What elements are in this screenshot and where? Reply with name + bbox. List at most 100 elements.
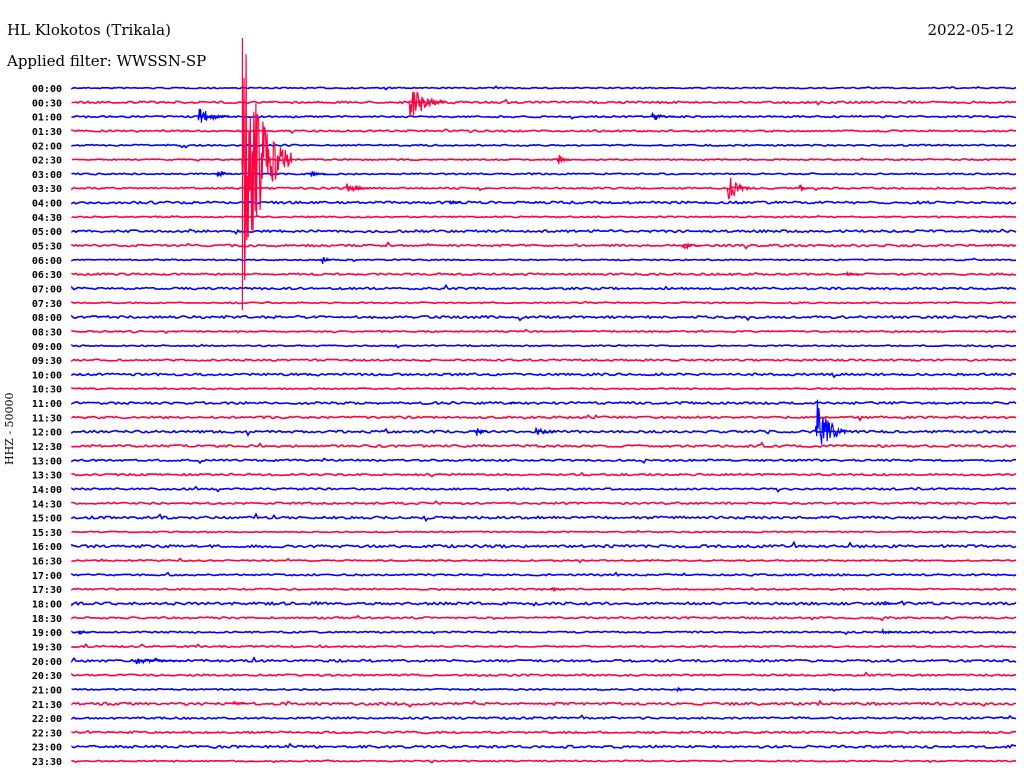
seismic-event bbox=[675, 686, 689, 693]
trace-row bbox=[71, 714, 1017, 721]
trace-row bbox=[71, 128, 1017, 135]
row-time-label: 23:00 bbox=[32, 743, 62, 754]
row-time-label: 18:00 bbox=[32, 600, 62, 611]
seismic-event bbox=[814, 399, 846, 445]
trace-row bbox=[71, 300, 1017, 305]
row-time-label: 01:00 bbox=[32, 113, 62, 124]
row-time-label: 08:30 bbox=[32, 327, 62, 338]
trace-row bbox=[71, 671, 1017, 678]
row-time-label: 04:30 bbox=[32, 213, 62, 224]
trace-row bbox=[71, 441, 1017, 449]
row-time-label: 05:30 bbox=[32, 242, 62, 253]
row-time-label: 20:00 bbox=[32, 657, 62, 668]
seismic-event bbox=[556, 154, 572, 165]
seismic-event bbox=[320, 256, 333, 264]
row-time-label: 02:00 bbox=[32, 141, 62, 152]
seismic-event bbox=[650, 112, 676, 120]
row-time-label: 09:30 bbox=[32, 356, 62, 367]
row-time-label: 22:30 bbox=[32, 728, 62, 739]
filter-label: Applied filter: WWSSN-SP bbox=[7, 52, 207, 70]
seismic-event bbox=[474, 428, 487, 436]
seismic-event bbox=[133, 658, 183, 665]
trace-row bbox=[71, 630, 1017, 636]
seismic-event bbox=[549, 586, 566, 593]
trace-row bbox=[71, 283, 1017, 291]
trace-row bbox=[71, 485, 1017, 493]
station-title: HL Klokotos (Trikala) bbox=[7, 21, 171, 39]
row-time-label: 19:00 bbox=[32, 628, 62, 639]
row-time-label: 10:00 bbox=[32, 370, 62, 381]
trace-row bbox=[71, 587, 1017, 592]
trace-row bbox=[71, 457, 1016, 465]
row-time-label: 20:30 bbox=[32, 671, 62, 682]
row-time-label: 17:30 bbox=[32, 585, 62, 596]
trace-row bbox=[71, 571, 1017, 577]
row-time-label: 03:30 bbox=[32, 184, 62, 195]
row-time-label: 18:30 bbox=[32, 614, 62, 625]
row-time-label: 16:00 bbox=[32, 542, 62, 553]
row-time-label: 03:00 bbox=[32, 170, 62, 181]
seismic-event bbox=[880, 627, 899, 635]
row-time-label: 12:00 bbox=[32, 428, 62, 439]
trace-row bbox=[71, 186, 1017, 192]
seismic-event bbox=[534, 426, 557, 436]
row-time-label: 01:30 bbox=[32, 127, 62, 138]
seismic-event bbox=[215, 170, 233, 178]
date-label: 2022-05-12 bbox=[927, 21, 1014, 39]
row-time-label: 15:30 bbox=[32, 528, 62, 539]
row-time-label: 10:30 bbox=[32, 385, 62, 396]
row-time-label: 06:00 bbox=[32, 256, 62, 267]
trace-row bbox=[71, 85, 1017, 91]
row-time-label: 00:00 bbox=[32, 84, 62, 95]
trace-row bbox=[71, 372, 1016, 379]
trace-row bbox=[71, 512, 1017, 523]
seismic-event bbox=[231, 701, 245, 706]
trace-row bbox=[71, 200, 1017, 205]
trace-row bbox=[71, 172, 1017, 176]
trace-row bbox=[71, 687, 1017, 692]
trace-row bbox=[71, 228, 1017, 236]
seismic-event bbox=[408, 91, 446, 118]
seismic-event bbox=[77, 630, 91, 635]
row-time-label: 13:30 bbox=[32, 471, 62, 482]
trace-row bbox=[71, 143, 1017, 149]
trace-row bbox=[71, 387, 1017, 391]
trace-row bbox=[71, 214, 1017, 219]
row-time-label: 14:00 bbox=[32, 485, 62, 496]
row-time-label: 14:30 bbox=[32, 499, 62, 510]
row-time-label: 13:00 bbox=[32, 456, 62, 467]
seismic-event bbox=[197, 108, 229, 123]
trace-row bbox=[71, 759, 1017, 764]
trace-row bbox=[71, 343, 1017, 349]
seismic-event bbox=[307, 171, 327, 177]
trace-row bbox=[71, 157, 1017, 163]
trace-row bbox=[71, 471, 1017, 478]
trace-row bbox=[71, 414, 1017, 422]
row-time-label: 21:30 bbox=[32, 700, 62, 711]
seismic-event bbox=[508, 401, 519, 405]
seismic-event bbox=[725, 177, 752, 200]
row-time-label: 11:00 bbox=[32, 399, 62, 410]
trace-row bbox=[71, 427, 1017, 437]
trace-row bbox=[71, 98, 1017, 106]
trace-row bbox=[71, 614, 1017, 622]
row-time-label: 23:30 bbox=[32, 757, 62, 768]
trace-row bbox=[71, 600, 1017, 607]
seismic-event bbox=[681, 241, 702, 251]
trace-row bbox=[71, 557, 1017, 564]
trace-row bbox=[71, 540, 1017, 549]
trace-row bbox=[71, 529, 1017, 534]
row-time-label: 19:30 bbox=[32, 642, 62, 653]
trace-row bbox=[71, 358, 1017, 363]
row-time-label: 00:30 bbox=[32, 98, 62, 109]
seismic-event bbox=[845, 270, 862, 277]
row-time-label: 05:00 bbox=[32, 227, 62, 238]
row-time-label: 06:30 bbox=[32, 270, 62, 281]
seismic-event bbox=[345, 183, 371, 192]
seismic-event bbox=[882, 600, 900, 605]
row-time-label: 12:30 bbox=[32, 442, 62, 453]
row-time-label: 16:30 bbox=[32, 557, 62, 568]
trace-row bbox=[71, 643, 1017, 649]
seismic-event bbox=[449, 199, 462, 206]
